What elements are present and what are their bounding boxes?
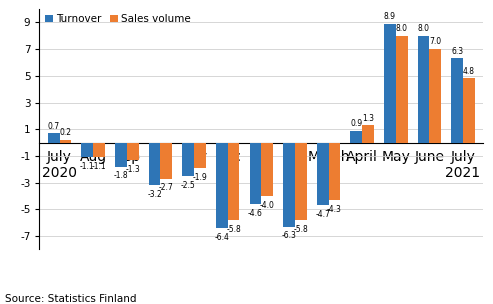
Bar (295, 143, 307, 220)
Bar (317, 143, 328, 205)
Bar (93, 143, 105, 157)
Bar (396, 36, 408, 143)
Text: 8.0: 8.0 (418, 24, 429, 33)
Bar (182, 143, 194, 176)
Bar (194, 143, 206, 168)
Bar (127, 143, 139, 160)
Text: -1.1: -1.1 (80, 162, 95, 171)
Text: -1.3: -1.3 (125, 164, 140, 174)
Text: -4.6: -4.6 (248, 209, 263, 218)
Bar (362, 125, 374, 143)
Text: -5.8: -5.8 (293, 225, 308, 233)
Text: 7.0: 7.0 (429, 37, 441, 47)
Text: Source: Statistics Finland: Source: Statistics Finland (5, 294, 137, 304)
Bar (261, 143, 273, 196)
Text: -2.7: -2.7 (159, 183, 174, 192)
Text: -3.2: -3.2 (147, 190, 162, 199)
Text: 0.7: 0.7 (48, 122, 60, 130)
Bar (216, 143, 228, 228)
Bar (160, 143, 172, 178)
Text: -1.8: -1.8 (114, 171, 128, 180)
Text: 1.3: 1.3 (362, 113, 374, 123)
Text: 8.9: 8.9 (384, 12, 396, 21)
Bar (228, 143, 240, 220)
Text: 0.2: 0.2 (60, 128, 71, 137)
Text: -6.3: -6.3 (282, 231, 296, 240)
Bar (351, 130, 362, 143)
Text: -1.1: -1.1 (92, 162, 106, 171)
Bar (249, 143, 261, 204)
Bar (418, 36, 429, 143)
Bar (60, 140, 71, 143)
Bar (81, 143, 93, 157)
Bar (115, 143, 127, 167)
Bar (328, 143, 340, 200)
Text: -4.7: -4.7 (315, 210, 330, 219)
Bar (429, 49, 441, 143)
Bar (283, 143, 295, 226)
Bar (451, 58, 463, 143)
Text: -4.0: -4.0 (260, 201, 275, 209)
Bar (463, 78, 475, 143)
Text: -4.3: -4.3 (327, 205, 342, 214)
Bar (48, 133, 60, 143)
Text: 4.8: 4.8 (463, 67, 475, 76)
Text: 0.9: 0.9 (350, 119, 362, 128)
Bar (149, 143, 160, 185)
Text: 6.3: 6.3 (451, 47, 463, 56)
Text: 8.0: 8.0 (395, 24, 408, 33)
Bar (384, 24, 396, 143)
Legend: Turnover, Sales volume: Turnover, Sales volume (42, 12, 193, 26)
Text: -6.4: -6.4 (214, 233, 229, 242)
Text: -5.8: -5.8 (226, 225, 241, 233)
Text: -2.5: -2.5 (181, 181, 196, 190)
Text: -1.9: -1.9 (193, 173, 208, 181)
